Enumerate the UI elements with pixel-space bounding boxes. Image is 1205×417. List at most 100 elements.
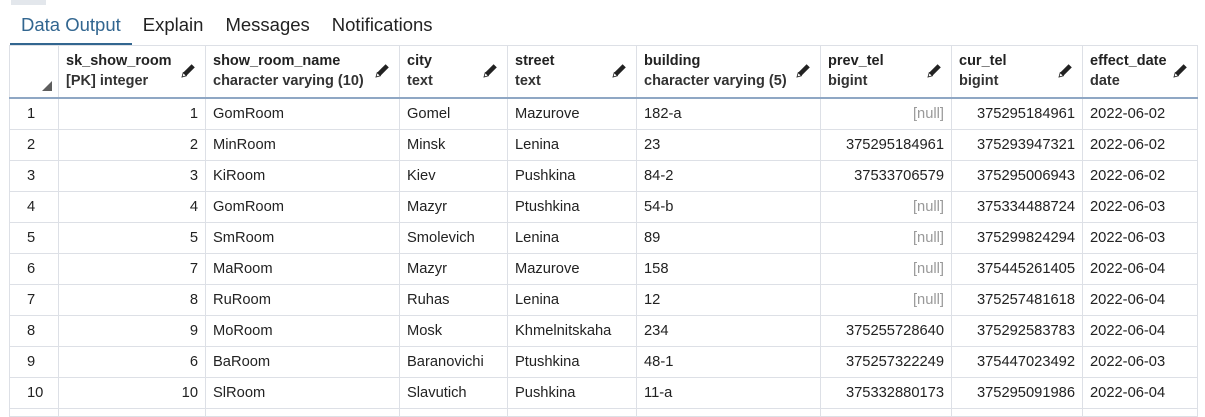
pencil-icon[interactable]: [1056, 62, 1074, 80]
table-cell[interactable]: Gomel: [399, 97, 508, 130]
table-cell[interactable]: RuRoom: [205, 283, 400, 316]
table-cell[interactable]: [null]: [820, 283, 952, 316]
table-cell[interactable]: MoRoom: [205, 314, 400, 347]
table-cell[interactable]: SlRoom: [205, 376, 400, 409]
column-header-sk-show-room[interactable]: sk_show_room [PK] integer: [58, 45, 206, 99]
row-number[interactable]: 8: [9, 314, 59, 347]
table-cell[interactable]: GomRoom: [205, 97, 400, 130]
table-cell[interactable]: 6: [58, 345, 206, 378]
table-cell[interactable]: [null]: [820, 190, 952, 223]
table-cell[interactable]: GomRoom: [205, 190, 400, 223]
table-cell[interactable]: 37533706579: [820, 159, 952, 192]
table-cell[interactable]: Khmelnitskaha: [507, 314, 637, 347]
table-cell[interactable]: Mazyr: [399, 252, 508, 285]
select-all-corner[interactable]: [9, 45, 59, 99]
table-row[interactable]: 5 5 SmRoom Smolevich Lenina 89 [null] 37…: [9, 221, 1198, 254]
table-cell[interactable]: 375334488724: [951, 190, 1083, 223]
table-cell[interactable]: 11-a: [636, 376, 821, 409]
table-cell[interactable]: Minsk: [399, 128, 508, 161]
pencil-icon[interactable]: [1171, 62, 1189, 80]
table-cell[interactable]: 12: [636, 283, 821, 316]
table-cell[interactable]: 182-a: [636, 97, 821, 130]
table-cell[interactable]: Smolevich: [399, 221, 508, 254]
row-number[interactable]: 9: [9, 345, 59, 378]
table-cell[interactable]: 5: [58, 221, 206, 254]
table-cell[interactable]: 54-b: [636, 190, 821, 223]
row-number[interactable]: 2: [9, 128, 59, 161]
table-cell[interactable]: 375255728640: [820, 314, 952, 347]
table-cell[interactable]: Mazyr: [399, 190, 508, 223]
table-cell[interactable]: 2022-06-03: [1082, 345, 1198, 378]
table-cell[interactable]: 2022-06-03: [1082, 221, 1198, 254]
table-cell[interactable]: 2022-06-04: [1082, 283, 1198, 316]
table-cell[interactable]: Ruhas: [399, 283, 508, 316]
column-header-show-room-name[interactable]: show_room_name character varying (10): [205, 45, 400, 99]
pencil-icon[interactable]: [925, 62, 943, 80]
column-header-building[interactable]: building character varying (5): [636, 45, 821, 99]
table-cell[interactable]: 9: [58, 314, 206, 347]
table-cell[interactable]: Pushkina: [507, 376, 637, 409]
table-cell[interactable]: Ptushkina: [507, 190, 637, 223]
table-cell[interactable]: Mosk: [399, 314, 508, 347]
table-cell[interactable]: 2: [58, 128, 206, 161]
table-row[interactable]: 10 10 SlRoom Slavutich Pushkina 11-a 375…: [9, 376, 1198, 409]
pencil-icon[interactable]: [373, 62, 391, 80]
table-cell[interactable]: 375295091986: [951, 376, 1083, 409]
table-cell[interactable]: 375295184961: [820, 128, 952, 161]
table-cell[interactable]: 375292583783: [951, 314, 1083, 347]
table-cell[interactable]: 7: [58, 252, 206, 285]
table-cell[interactable]: 84-2: [636, 159, 821, 192]
pencil-icon[interactable]: [610, 62, 628, 80]
row-number[interactable]: 4: [9, 190, 59, 223]
table-cell[interactable]: 23: [636, 128, 821, 161]
table-cell[interactable]: 2022-06-02: [1082, 128, 1198, 161]
column-header-prev-tel[interactable]: prev_tel bigint: [820, 45, 952, 99]
column-header-effect-date[interactable]: effect_date date: [1082, 45, 1198, 99]
table-cell[interactable]: [null]: [820, 252, 952, 285]
table-cell[interactable]: 375257322249: [820, 345, 952, 378]
table-cell[interactable]: KiRoom: [205, 159, 400, 192]
table-cell[interactable]: 4: [58, 190, 206, 223]
table-cell[interactable]: 2022-06-04: [1082, 252, 1198, 285]
row-number[interactable]: 7: [9, 283, 59, 316]
table-cell[interactable]: [null]: [820, 221, 952, 254]
table-cell[interactable]: 375295184961: [951, 97, 1083, 130]
table-row[interactable]: 2 2 MinRoom Minsk Lenina 23 375295184961…: [9, 128, 1198, 161]
table-cell[interactable]: 2022-06-02: [1082, 159, 1198, 192]
table-row[interactable]: 1 1 GomRoom Gomel Mazurove 182-a [null] …: [9, 97, 1198, 130]
table-cell[interactable]: Lenina: [507, 128, 637, 161]
tab-notifications[interactable]: Notifications: [331, 14, 433, 35]
table-cell[interactable]: Kiev: [399, 159, 508, 192]
row-number[interactable]: 1: [9, 97, 59, 130]
tab-data-output[interactable]: Data Output: [10, 5, 132, 45]
table-cell[interactable]: 2022-06-04: [1082, 314, 1198, 347]
table-cell[interactable]: 1: [58, 97, 206, 130]
table-cell[interactable]: 375447023492: [951, 345, 1083, 378]
tab-messages[interactable]: Messages: [225, 14, 310, 35]
table-cell[interactable]: 89: [636, 221, 821, 254]
table-cell[interactable]: [null]: [820, 97, 952, 130]
table-row[interactable]: 9 6 BaRoom Baranovichi Ptushkina 48-1 37…: [9, 345, 1198, 378]
table-cell[interactable]: 375299824294: [951, 221, 1083, 254]
table-cell[interactable]: Baranovichi: [399, 345, 508, 378]
tab-explain[interactable]: Explain: [142, 14, 204, 35]
table-cell[interactable]: 375332880173: [820, 376, 952, 409]
table-cell[interactable]: Ptushkina: [507, 345, 637, 378]
row-number[interactable]: 5: [9, 221, 59, 254]
table-cell[interactable]: 2022-06-02: [1082, 97, 1198, 130]
table-cell[interactable]: Mazurove: [507, 97, 637, 130]
pencil-icon[interactable]: [481, 62, 499, 80]
table-cell[interactable]: Slavutich: [399, 376, 508, 409]
table-cell[interactable]: 375295006943: [951, 159, 1083, 192]
pencil-icon[interactable]: [794, 62, 812, 80]
row-number[interactable]: 6: [9, 252, 59, 285]
column-header-cur-tel[interactable]: cur_tel bigint: [951, 45, 1083, 99]
table-row[interactable]: 4 4 GomRoom Mazyr Ptushkina 54-b [null] …: [9, 190, 1198, 223]
table-cell[interactable]: MinRoom: [205, 128, 400, 161]
table-cell[interactable]: Mazurove: [507, 252, 637, 285]
table-cell[interactable]: 48-1: [636, 345, 821, 378]
table-row[interactable]: 7 8 RuRoom Ruhas Lenina 12 [null] 375257…: [9, 283, 1198, 316]
table-cell[interactable]: 2022-06-03: [1082, 190, 1198, 223]
table-cell[interactable]: 2022-06-04: [1082, 376, 1198, 409]
table-cell[interactable]: 158: [636, 252, 821, 285]
